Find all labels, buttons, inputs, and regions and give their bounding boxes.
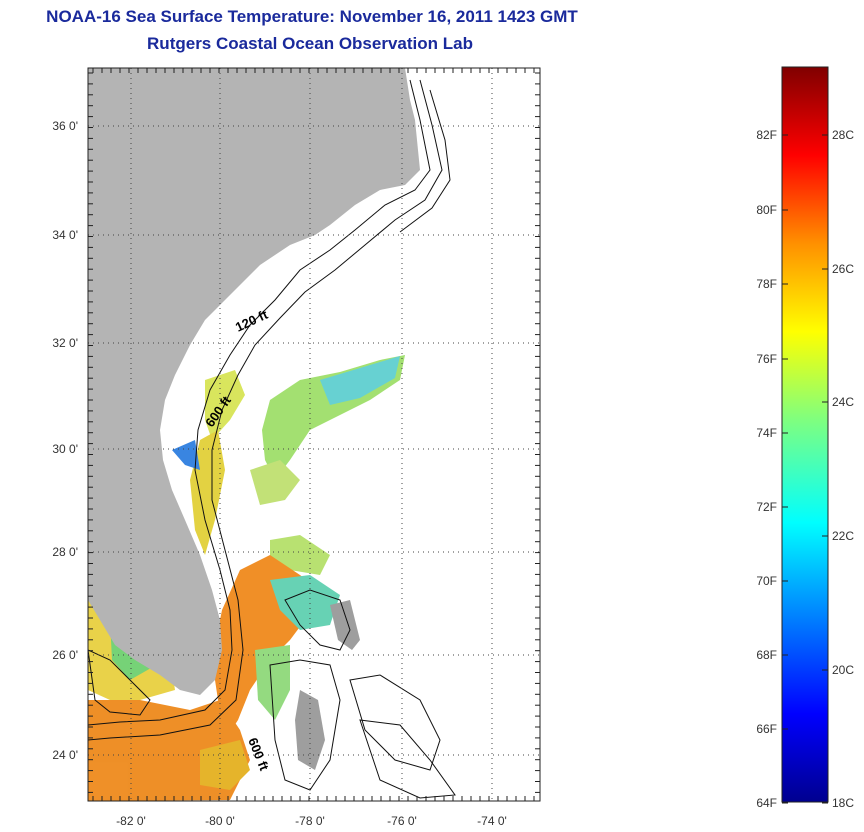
colorbar-f-label: 72F [756, 500, 777, 514]
colorbar-c-label: 20C [832, 663, 854, 677]
lat-label: 24 0' [52, 748, 78, 762]
colorbar-c-label: 22C [832, 529, 854, 543]
colorbar-f-label: 82F [756, 128, 777, 142]
lat-label: 32 0' [52, 336, 78, 350]
map-frame [87, 67, 541, 802]
graticule [88, 68, 540, 801]
land-mass [88, 68, 420, 695]
colorbar-fahrenheit-labels: 82F 80F 78F 76F 74F 72F 70F 68F 66F 64F [756, 128, 788, 810]
colorbar-f-label: 76F [756, 352, 777, 366]
island-land [295, 690, 325, 770]
island-land [330, 600, 360, 650]
colorbar-c-label: 18C [832, 796, 854, 810]
colorbar-f-label: 68F [756, 648, 777, 662]
lat-label: 26 0' [52, 648, 78, 662]
colorbar-c-label: 26C [832, 262, 854, 276]
lat-label: 36 0' [52, 119, 78, 133]
colorbar-f-label: 80F [756, 203, 777, 217]
lon-label: -82 0' [116, 814, 146, 828]
lon-label: -80 0' [205, 814, 235, 828]
sst-patches [88, 355, 405, 801]
colorbar-c-label: 24C [832, 395, 854, 409]
lon-label: -76 0' [387, 814, 417, 828]
lat-label: 30 0' [52, 442, 78, 456]
longitude-labels: -82 0' -80 0' -78 0' -76 0' -74 0' [116, 814, 507, 828]
colorbar-celsius-labels: 28C 26C 24C 22C 20C 18C [822, 128, 854, 810]
depth-contours [88, 79, 456, 799]
colorbar-c-label: 28C [832, 128, 854, 142]
lat-label: 34 0' [52, 228, 78, 242]
lon-label: -74 0' [477, 814, 507, 828]
colorbar-f-label: 66F [756, 722, 777, 736]
lon-label: -78 0' [295, 814, 325, 828]
colorbar-f-label: 70F [756, 574, 777, 588]
map-title: NOAA-16 Sea Surface Temperature: Novembe… [46, 7, 578, 26]
map-area [88, 68, 540, 801]
colorbar [781, 66, 829, 803]
map-subtitle: Rutgers Coastal Ocean Observation Lab [147, 34, 473, 53]
lat-label: 28 0' [52, 545, 78, 559]
axis-ticks [88, 68, 540, 801]
colorbar-f-label: 64F [756, 796, 777, 810]
latitude-labels: 36 0' 34 0' 32 0' 30 0' 28 0' 26 0' 24 0' [52, 119, 78, 762]
colorbar-f-label: 78F [756, 277, 777, 291]
colorbar-f-label: 74F [756, 426, 777, 440]
